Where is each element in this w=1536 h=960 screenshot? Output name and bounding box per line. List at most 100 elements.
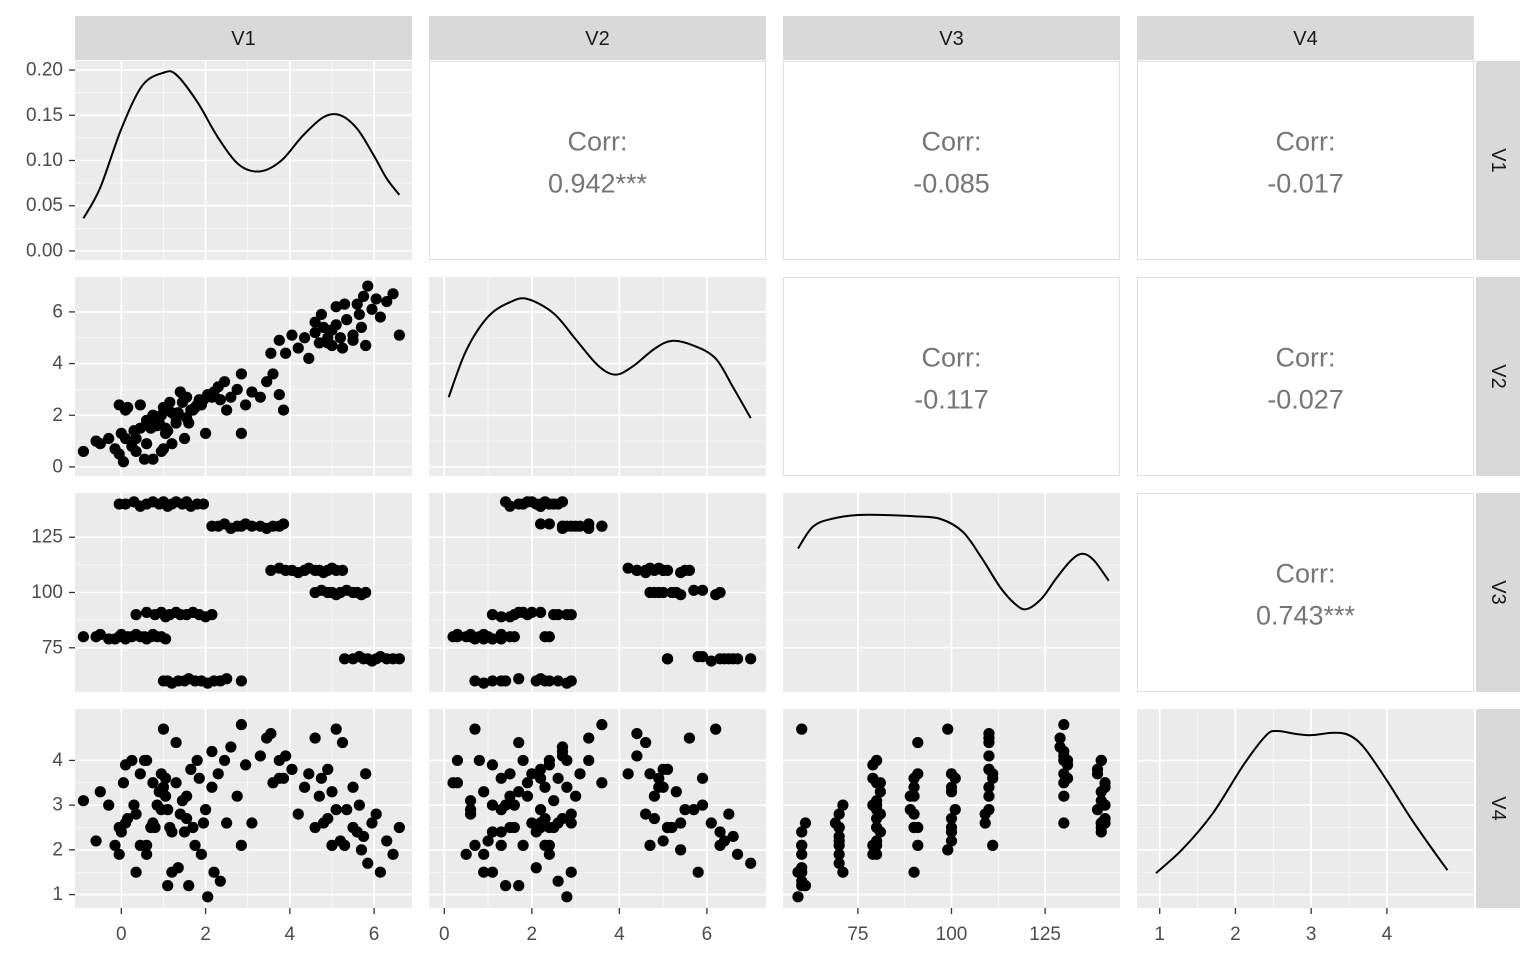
data-point: [94, 628, 106, 641]
corr-panel-frame: [1137, 277, 1474, 476]
data-point: [141, 848, 153, 860]
corr-label: Corr:: [922, 127, 982, 157]
data-point: [622, 768, 634, 780]
data-point: [631, 750, 643, 762]
data-point: [535, 518, 547, 530]
data-point: [174, 808, 186, 820]
strip-top-v1: [75, 16, 412, 60]
data-point: [640, 564, 652, 576]
data-point: [644, 839, 656, 851]
data-point: [912, 839, 924, 851]
corr-panel-frame: [783, 277, 1120, 476]
data-point: [313, 337, 325, 349]
panel-background: [1137, 709, 1474, 908]
data-point: [195, 848, 207, 860]
data-point: [478, 848, 490, 860]
data-point: [221, 817, 233, 829]
data-point: [670, 786, 682, 798]
data-point: [495, 772, 507, 784]
data-point: [675, 589, 687, 601]
data-point: [141, 438, 153, 450]
data-point: [451, 777, 464, 789]
data-point: [908, 781, 920, 793]
data-point: [640, 808, 652, 820]
data-point: [583, 754, 595, 767]
data-point: [94, 786, 106, 798]
data-point: [513, 606, 525, 619]
data-point: [688, 804, 700, 816]
data-point: [336, 564, 349, 576]
data-point: [119, 404, 132, 416]
data-point: [77, 631, 90, 643]
data-point: [246, 520, 258, 532]
data-point: [727, 830, 739, 843]
data-point: [206, 745, 218, 758]
data-point: [675, 817, 687, 829]
data-point: [469, 675, 481, 687]
data-point: [718, 653, 731, 665]
strip-top-v3: [783, 16, 1120, 60]
data-point: [147, 777, 159, 789]
data-point: [218, 376, 231, 388]
data-point: [683, 732, 696, 744]
data-point: [221, 404, 233, 416]
data-point: [908, 866, 920, 878]
data-point: [504, 500, 516, 512]
y-tick-label: 0.05: [26, 195, 63, 216]
data-point: [552, 609, 564, 621]
data-point: [723, 808, 735, 820]
data-point: [837, 866, 849, 878]
data-point: [983, 750, 995, 762]
data-point: [149, 420, 161, 432]
data-point: [535, 606, 547, 619]
data-point: [543, 631, 555, 643]
data-point: [202, 891, 214, 903]
data-point: [309, 821, 321, 834]
data-point: [983, 763, 995, 775]
data-point: [341, 314, 353, 326]
panel-v2-v2: [429, 277, 766, 476]
data-point: [109, 839, 121, 851]
data-point: [675, 844, 687, 856]
panel-v2-v4: Corr: -0.027: [1137, 277, 1474, 476]
data-point: [178, 432, 191, 445]
data-point: [1058, 817, 1070, 829]
data-point: [464, 795, 477, 807]
corr-value: -0.085: [913, 169, 990, 199]
data-point: [583, 732, 595, 744]
data-point: [521, 777, 534, 789]
data-point: [561, 781, 573, 793]
data-point: [225, 391, 237, 403]
data-point: [987, 839, 999, 851]
y-tick-label: 100: [31, 582, 63, 603]
data-point: [508, 631, 520, 643]
data-point: [119, 498, 132, 510]
data-point: [508, 799, 520, 811]
data-point: [904, 804, 916, 816]
data-point: [303, 768, 315, 780]
data-point: [696, 584, 709, 596]
data-point: [273, 388, 285, 401]
data-point: [265, 347, 277, 359]
strip-top-label-v2: V2: [585, 28, 609, 50]
data-point: [193, 772, 205, 784]
data-point: [521, 790, 534, 802]
data-point: [796, 839, 808, 851]
density-curve-v4: [1155, 729, 1449, 874]
data-point: [341, 804, 353, 816]
data-point: [495, 675, 507, 687]
data-point: [130, 445, 142, 458]
data-point: [644, 586, 656, 599]
data-point: [357, 830, 370, 843]
data-point: [504, 611, 516, 623]
data-point: [141, 414, 153, 427]
strip-right-v3: [1476, 493, 1520, 692]
data-point: [521, 496, 534, 508]
data-point: [486, 675, 499, 687]
data-point: [246, 817, 258, 829]
data-point: [874, 786, 886, 798]
corr-value: -0.027: [1267, 385, 1344, 415]
data-point: [469, 839, 481, 851]
x-tick-label: 4: [285, 924, 296, 945]
data-point: [178, 826, 191, 838]
